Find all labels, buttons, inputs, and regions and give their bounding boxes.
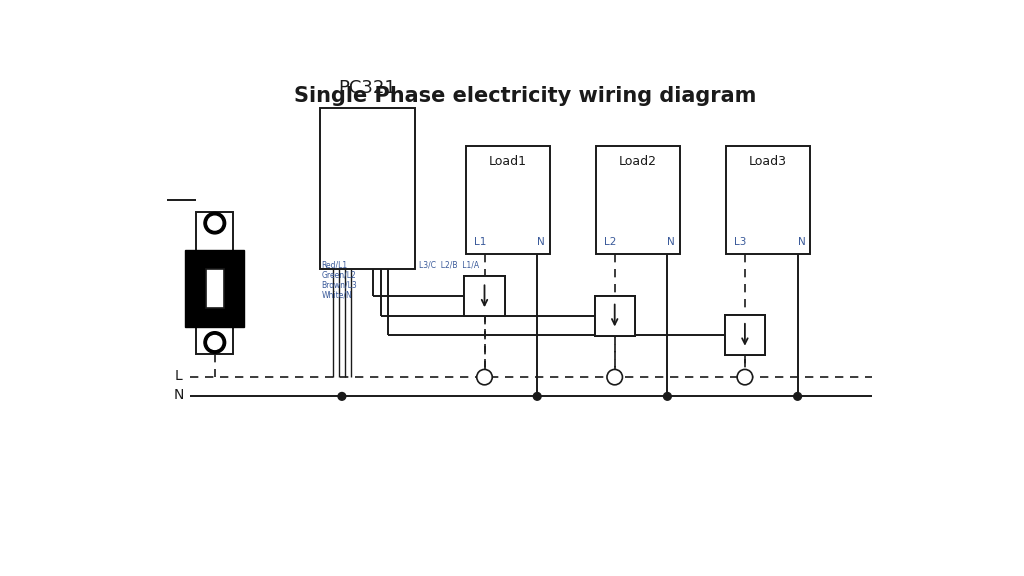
Circle shape [338, 392, 346, 400]
Circle shape [208, 216, 222, 230]
Circle shape [737, 369, 753, 385]
Bar [595, 295, 635, 336]
Bar [725, 314, 765, 355]
Bar [725, 314, 765, 355]
Circle shape [534, 392, 541, 400]
Text: N: N [668, 237, 675, 247]
Bar [726, 146, 810, 254]
Text: L3/C  L2/B  L1/A: L3/C L2/B L1/A [419, 261, 479, 270]
Text: L: L [174, 369, 182, 382]
Circle shape [664, 392, 672, 400]
Text: White/N: White/N [322, 291, 352, 300]
Text: Load2: Load2 [618, 155, 657, 168]
Text: Red/L1: Red/L1 [322, 261, 348, 270]
Text: Load1: Load1 [488, 155, 526, 168]
Circle shape [204, 213, 225, 234]
Bar [197, 211, 233, 354]
Bar [321, 108, 415, 270]
Circle shape [607, 369, 623, 385]
Text: Single Phase electricity wiring diagram: Single Phase electricity wiring diagram [294, 86, 756, 106]
Circle shape [477, 369, 493, 385]
Text: Brown/L3: Brown/L3 [322, 281, 357, 290]
Text: L2: L2 [604, 237, 616, 247]
Circle shape [794, 392, 802, 400]
Circle shape [208, 336, 222, 350]
Bar [206, 270, 224, 308]
Bar [595, 295, 635, 336]
Bar [185, 250, 245, 327]
Bar [464, 276, 505, 316]
Circle shape [204, 332, 225, 353]
Text: Load3: Load3 [750, 155, 787, 168]
Text: L1: L1 [474, 237, 486, 247]
Text: L3: L3 [734, 237, 746, 247]
Bar [596, 146, 680, 254]
Text: PC321: PC321 [339, 79, 396, 97]
Text: N: N [798, 237, 805, 247]
Bar [466, 146, 550, 254]
Text: N: N [538, 237, 545, 247]
Text: Green/L2: Green/L2 [322, 271, 356, 280]
Bar [464, 276, 505, 316]
Text: N: N [173, 388, 183, 402]
